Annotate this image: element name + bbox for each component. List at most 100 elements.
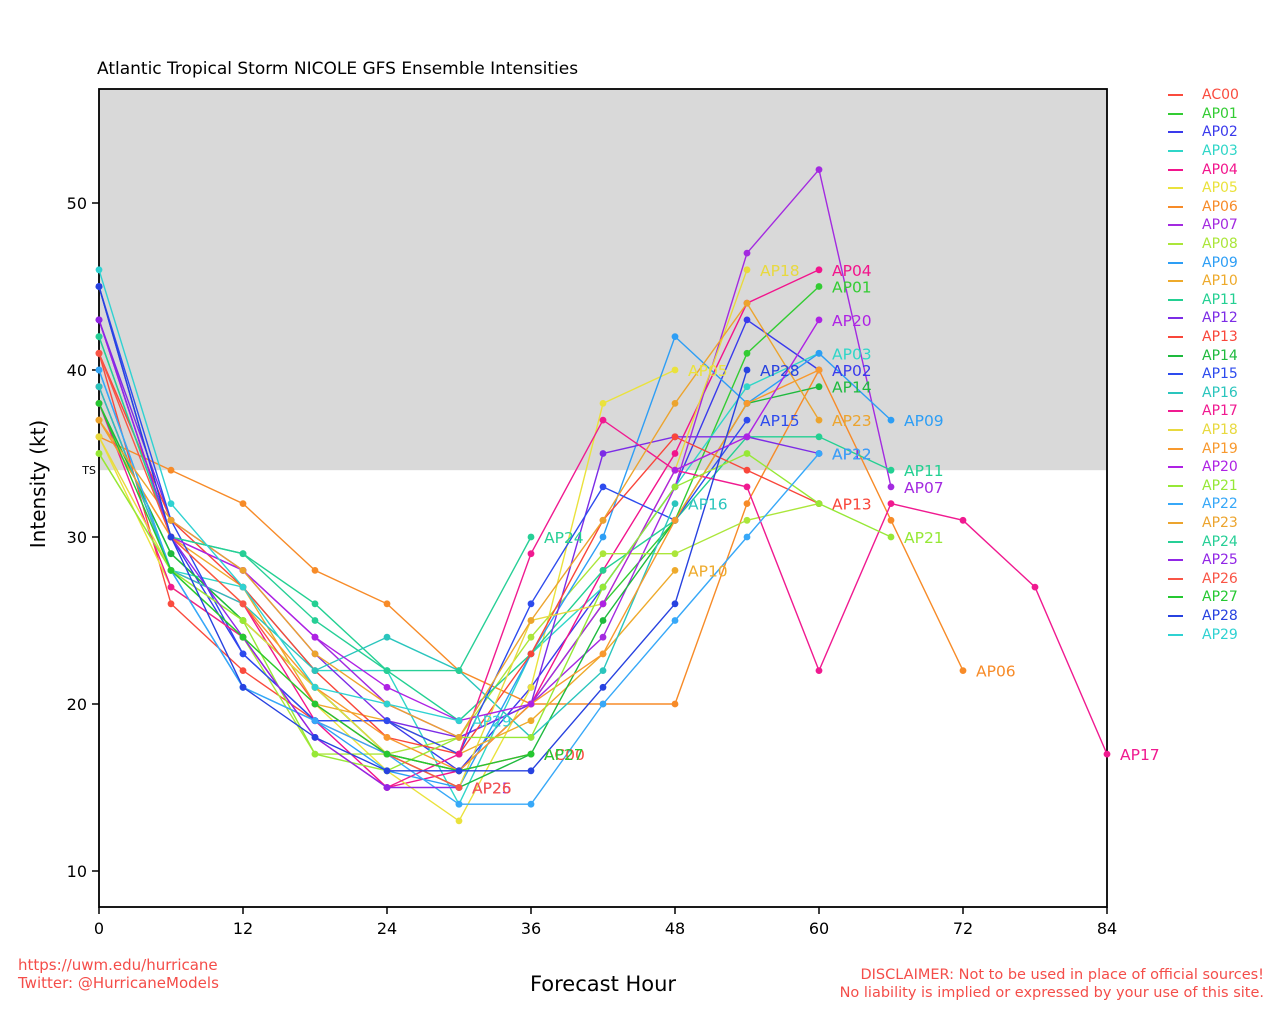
x-tick-label: 36 (521, 919, 541, 938)
y-tick-label: 40 (67, 361, 87, 380)
x-tick-label: 48 (665, 919, 685, 938)
legend-swatch-AP02 (1168, 131, 1183, 134)
series-marker-AP08 (599, 550, 607, 558)
series-marker-AP20 (743, 433, 751, 441)
series-marker-AP29 (239, 583, 247, 591)
series-end-label-AP02: AP02 (832, 362, 872, 380)
legend-swatch-AP27 (1168, 596, 1183, 599)
series-marker-AP16 (599, 667, 607, 674)
series-end-label-AP05: AP05 (688, 362, 728, 380)
series-marker-AP21 (527, 734, 535, 741)
series-marker-AP28 (671, 600, 679, 608)
legend-swatch-AP10 (1168, 280, 1183, 283)
legend-swatch-AP29 (1168, 633, 1183, 636)
legend-item-AP18: AP18 (1168, 421, 1239, 440)
x-tick-label: 60 (809, 919, 829, 938)
legend-swatch-AP09 (1168, 261, 1183, 264)
series-marker-AP15 (599, 483, 607, 491)
legend-swatch-AP19 (1168, 447, 1183, 450)
legend-label-AP20: AP20 (1202, 459, 1238, 476)
legend-swatch-AP17 (1168, 410, 1183, 413)
series-marker-AP29 (95, 266, 103, 274)
series-marker-AP23 (599, 516, 607, 524)
series-marker-AP19 (815, 366, 823, 374)
series-marker-AP25 (383, 784, 391, 791)
series-marker-AP17 (1031, 583, 1039, 591)
series-marker-AP20 (671, 466, 679, 474)
series-marker-AP22 (527, 800, 535, 808)
legend-item-AP02: AP02 (1168, 123, 1239, 142)
series-marker-AP17 (887, 500, 895, 507)
legend-swatch-AP11 (1168, 298, 1183, 301)
y-tick-label: 50 (67, 194, 87, 213)
series-marker-AP10 (671, 567, 679, 574)
series-marker-AP08 (743, 516, 751, 524)
series-marker-AP28 (527, 767, 535, 775)
series-marker-AP11 (311, 600, 319, 608)
legend-item-AP04: AP04 (1168, 160, 1239, 179)
series-end-label-AP21: AP21 (904, 529, 944, 547)
series-marker-AP24 (239, 550, 247, 558)
series-marker-AP09 (887, 416, 895, 424)
series-end-label-AP22: AP22 (832, 446, 872, 464)
series-marker-AP13 (671, 433, 679, 441)
series-marker-AP16 (383, 633, 391, 641)
series-marker-AP22 (671, 617, 679, 624)
legend-swatch-AP05 (1168, 187, 1183, 190)
y-tick-label: 10 (67, 862, 87, 881)
series-marker-AP23 (167, 516, 175, 524)
legend-item-AP12: AP12 (1168, 309, 1239, 328)
legend-label-AP28: AP28 (1202, 607, 1238, 624)
legend-label-AP03: AP03 (1202, 143, 1238, 160)
series-marker-AP14 (167, 550, 175, 558)
series-marker-AP29 (455, 717, 463, 725)
series-marker-AP22 (599, 700, 607, 708)
legend-item-AP27: AP27 (1168, 588, 1239, 607)
series-marker-AP06 (959, 667, 967, 674)
series-end-label-AP09: AP09 (904, 412, 944, 430)
series-marker-AP19 (743, 400, 751, 407)
series-end-label-AP11: AP11 (904, 462, 944, 480)
x-tick-label: 72 (953, 919, 973, 938)
series-end-label-AP26: AP26 (472, 780, 512, 798)
series-end-label-AP14: AP14 (832, 379, 872, 397)
legend-label-AP07: AP07 (1202, 217, 1238, 234)
series-marker-AP21 (671, 483, 679, 491)
series-marker-AP05 (527, 683, 535, 691)
legend-label-AP13: AP13 (1202, 329, 1238, 346)
series-marker-AP15 (527, 600, 535, 608)
legend-item-AP08: AP08 (1168, 235, 1239, 254)
series-marker-AP21 (743, 450, 751, 457)
series-marker-AP21 (815, 500, 823, 507)
legend-swatch-AP23 (1168, 521, 1183, 524)
series-marker-AP06 (671, 700, 679, 708)
disclaimer-line2: No liability is implied or expressed by … (839, 985, 1264, 1001)
series-end-label-AP04: AP04 (832, 262, 872, 280)
series-marker-AP05 (455, 817, 463, 825)
series-end-label-AP27: AP27 (544, 746, 584, 764)
plot-border (98, 88, 1108, 908)
legend-label-AP10: AP10 (1202, 273, 1238, 290)
series-marker-AP23 (311, 650, 319, 658)
series-marker-AP16 (311, 667, 319, 674)
legend-swatch-AP03 (1168, 150, 1183, 153)
series-end-label-AP03: AP03 (832, 345, 872, 363)
series-marker-AP05 (599, 400, 607, 407)
x-tick-label: 24 (377, 919, 397, 938)
series-end-label-AP07: AP07 (904, 479, 944, 497)
legend-item-AP01: AP01 (1168, 105, 1239, 124)
legend-item-AP16: AP16 (1168, 384, 1239, 403)
series-end-label-AP01: AP01 (832, 279, 872, 297)
legend-label-AP29: AP29 (1202, 626, 1238, 643)
legend-label-AP27: AP27 (1202, 589, 1238, 606)
site-url: https://uwm.edu/hurricane (18, 956, 218, 974)
series-marker-AP28 (383, 767, 391, 775)
legend-label-AP12: AP12 (1202, 310, 1238, 327)
series-marker-AP08 (527, 633, 535, 641)
series-marker-AP07 (815, 166, 823, 174)
series-marker-AP27 (527, 750, 535, 758)
legend-label-AP26: AP26 (1202, 570, 1238, 587)
legend-swatch-AP01 (1168, 112, 1183, 115)
series-marker-AP09 (815, 349, 823, 357)
